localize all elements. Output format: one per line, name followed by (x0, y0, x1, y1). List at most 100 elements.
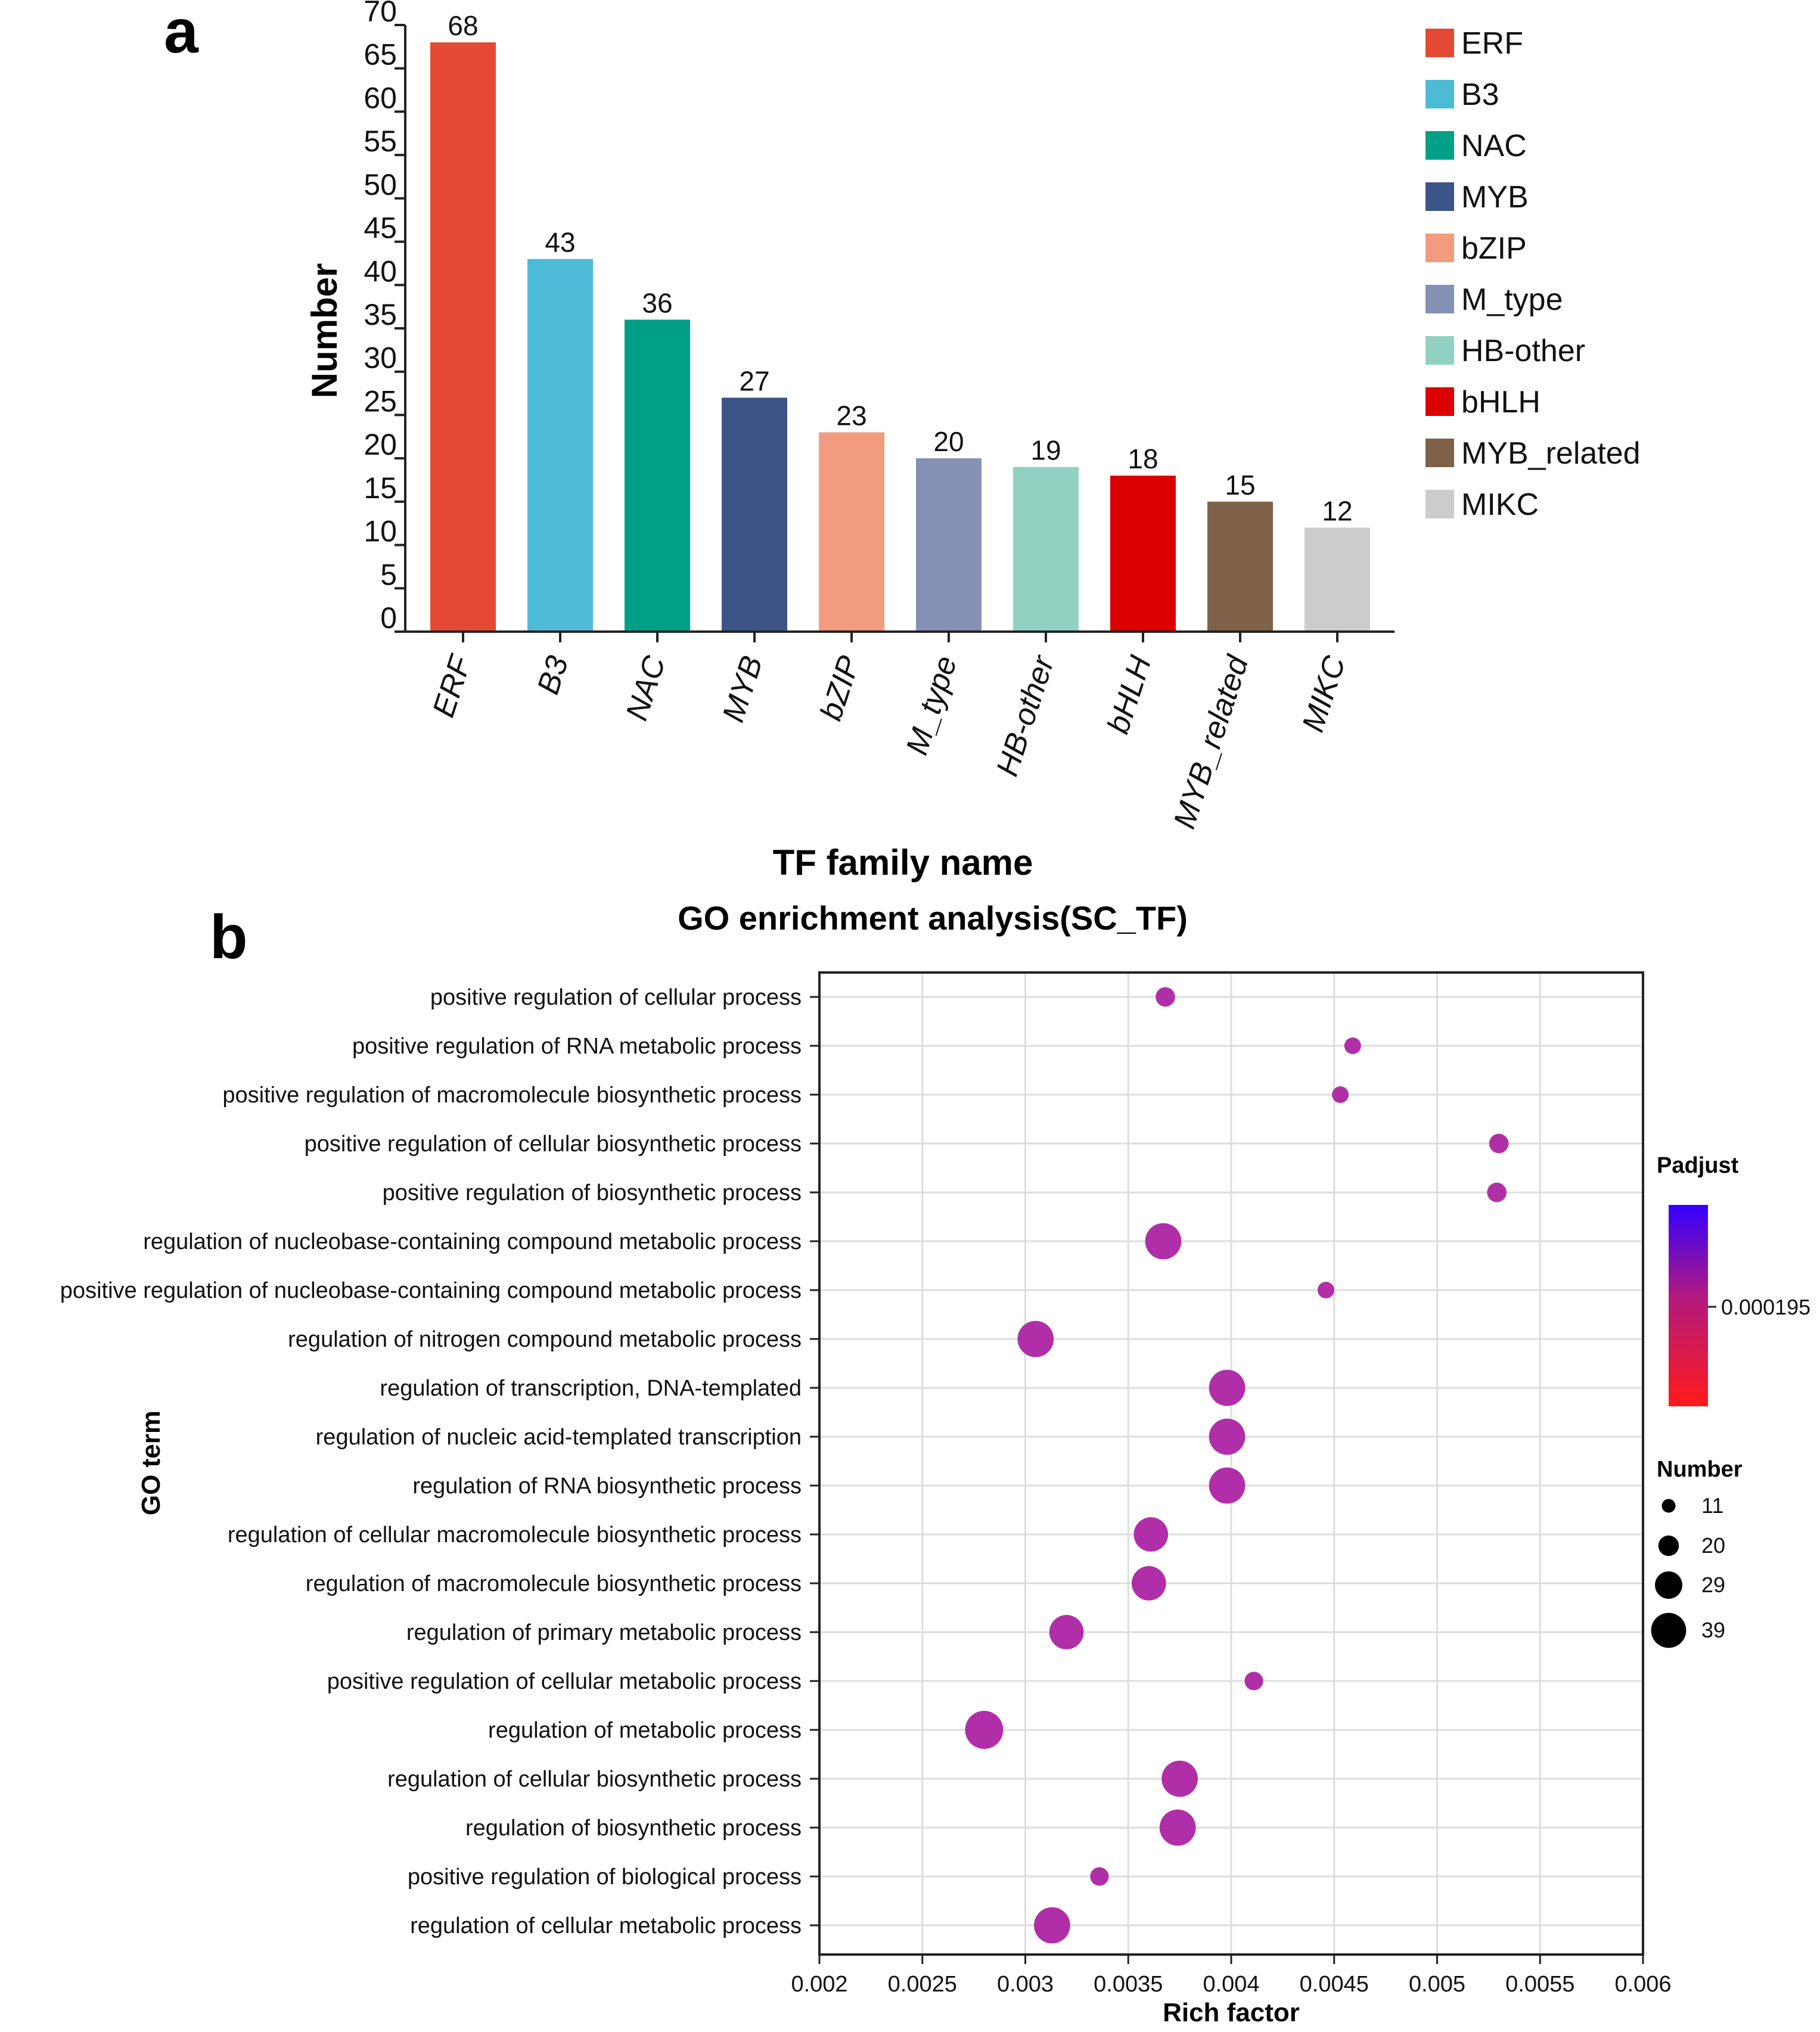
x-tick-label: 0.006 (1614, 1972, 1671, 1997)
x-tick-label: 0.002 (791, 1972, 847, 1997)
go-term-label: regulation of RNA biosynthetic process (412, 1474, 802, 1499)
y-tick-label: 10 (364, 515, 397, 548)
number-legend-dot (1651, 1612, 1687, 1648)
y-tick-label: 30 (364, 341, 397, 375)
y-tick-label: 70 (364, 0, 397, 28)
bubble-point (1133, 1517, 1169, 1552)
bubble-point (1145, 1223, 1182, 1260)
bar-value-label: 68 (448, 10, 478, 41)
y-axis-title: Number (305, 263, 344, 399)
panel-a-bar-chart: a 0 5 10 15 20 25 30 35 40 45 50 55 60 65 70 68 43 36 27 2… (164, 0, 1641, 883)
number-legend: 11 20 29 39 (1651, 1493, 1725, 1648)
category-label: MYB (716, 652, 769, 726)
x-axis-ticks: 0.002 0.0025 0.003 0.0035 0.004 0.0045 0.005 0.… (791, 1955, 1672, 1997)
x-axis-title: Rich factor (1163, 1998, 1300, 2027)
number-legend-label: 39 (1701, 1618, 1725, 1642)
bar-nac (625, 319, 690, 632)
go-term-label: regulation of cellular biosynthetic proc… (387, 1767, 802, 1792)
legend-swatch (1425, 131, 1454, 160)
go-term-label: positive regulation of cellular process (430, 985, 802, 1010)
legend-label: M_type (1461, 282, 1563, 317)
go-term-label: regulation of transcription, DNA-templat… (380, 1376, 802, 1401)
bubble-point (1161, 1760, 1198, 1797)
y-tick-label: 55 (364, 125, 397, 158)
bar-hb-other (1013, 467, 1079, 632)
bubble-point (1209, 1467, 1246, 1504)
legend-label: MYB (1461, 180, 1529, 215)
y-tick-label: 25 (364, 384, 397, 418)
category-label: MIKC (1296, 651, 1352, 736)
bar-bhlh (1110, 476, 1176, 632)
go-term-label: positive regulation of cellular biosynth… (305, 1132, 802, 1157)
panel-b-label: b (210, 903, 248, 972)
category-label: M_type (900, 652, 964, 759)
legend-label: MYB_related (1461, 436, 1641, 471)
legend-swatch (1425, 182, 1454, 211)
legend-swatch (1425, 234, 1454, 262)
bar-mikc (1305, 527, 1370, 632)
y-axis-title: GO term (136, 1410, 166, 1515)
y-tick-label: 40 (364, 254, 397, 288)
legend-swatch (1425, 387, 1454, 416)
y-tick-label: 15 (364, 471, 397, 505)
bar-value-label: 12 (1322, 495, 1352, 526)
bubble-point (1244, 1671, 1263, 1691)
bubble-point (1017, 1321, 1054, 1357)
go-term-label: positive regulation of biosynthetic proc… (383, 1180, 802, 1205)
x-tick-label: 0.0035 (1094, 1972, 1163, 1997)
padjust-colorbar (1669, 1205, 1708, 1406)
y-tick-label: 20 (364, 428, 397, 461)
go-term-label: regulation of nitrogen compound metaboli… (288, 1327, 802, 1352)
legend-label: bZIP (1461, 231, 1527, 266)
y-tick-label: 5 (380, 558, 397, 591)
legend-label: NAC (1461, 129, 1527, 163)
panel-a-label: a (164, 0, 199, 66)
bubbles (965, 987, 1509, 1944)
bubble-point (1332, 1086, 1349, 1103)
y-tick-label: 0 (380, 601, 397, 635)
category-label: NAC (619, 651, 672, 725)
bar-value-label: 15 (1225, 470, 1255, 501)
go-term-label: regulation of macromolecule biosynthetic… (306, 1571, 802, 1596)
category-label: B3 (531, 652, 576, 698)
go-term-labels: positive regulation of cellular process p… (60, 985, 819, 1938)
go-term-label: regulation of metabolic process (488, 1718, 802, 1743)
y-tick-label: 45 (364, 212, 397, 245)
go-term-label: regulation of cellular macromolecule bio… (228, 1523, 802, 1548)
bar-value-label: 23 (836, 400, 866, 431)
y-tick-label: 50 (364, 168, 397, 201)
category-label: bZIP (813, 651, 866, 725)
legend-swatch (1425, 439, 1454, 467)
category-label: HB-other (990, 650, 1061, 780)
panel-b-bubble-chart: b GO enrichment analysis(SC_TF) positive… (60, 899, 1810, 2027)
bubble-point (1090, 1867, 1109, 1886)
legend-swatch (1425, 336, 1454, 365)
chart-title: GO enrichment analysis(SC_TF) (678, 899, 1188, 937)
bar-myb (722, 397, 787, 632)
go-term-label: positive regulation of nucleobase-contai… (60, 1278, 802, 1303)
bubble-point (1209, 1369, 1246, 1406)
go-term-label: regulation of nucleic acid-templated tra… (316, 1425, 802, 1450)
number-legend-dot (1661, 1499, 1676, 1513)
bar-erf (430, 42, 496, 632)
number-legend-label: 29 (1701, 1573, 1725, 1597)
bubble-point (1159, 1809, 1196, 1846)
grid (818, 972, 1644, 1955)
go-term-label: regulation of nucleobase-containing comp… (143, 1229, 802, 1254)
bar-value-label: 19 (1030, 435, 1061, 466)
bar-m_type (916, 458, 982, 632)
number-legend-label: 11 (1701, 1493, 1723, 1518)
x-axis-title: TF family name (773, 843, 1033, 883)
category-label: MYB_related (1167, 651, 1256, 833)
legend-swatch (1425, 80, 1454, 108)
legend-label: HB-other (1461, 334, 1585, 368)
padjust-legend-title: Padjust (1657, 1153, 1739, 1178)
x-tick-label: 0.004 (1203, 1972, 1259, 1997)
legend: ERF B3 NAC MYB bZIP M_type HB-other bHLH MYB_rel… (1425, 26, 1641, 522)
go-term-label: positive regulation of macromolecule bio… (222, 1083, 802, 1108)
bar-value-labels: 68 43 36 27 23 20 19 18 15 12 (448, 10, 1352, 526)
go-term-label: regulation of biosynthetic process (465, 1816, 802, 1841)
legend-label: ERF (1461, 26, 1523, 61)
padjust-tick-label: 0.000195 (1721, 1295, 1810, 1319)
